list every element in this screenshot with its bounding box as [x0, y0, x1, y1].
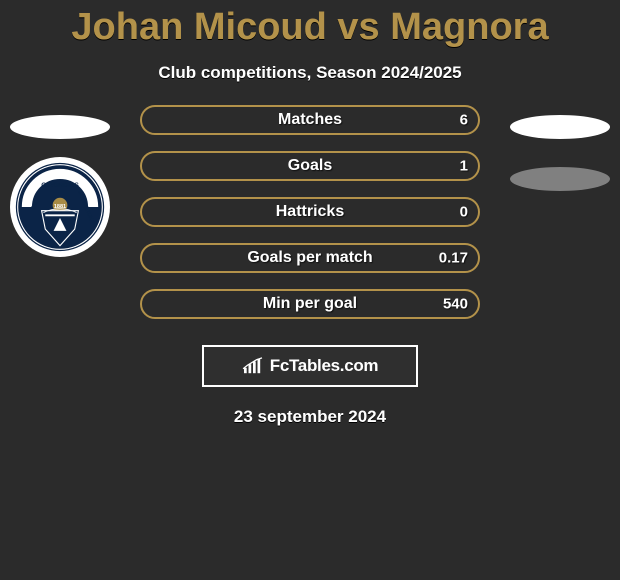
stat-bar-min-per-goal: Min per goal 540	[140, 289, 480, 319]
left-player-column: GIRONDINS DE BORDEAUX 1881	[0, 105, 120, 257]
stat-label: Goals per match	[247, 249, 372, 267]
bar-chart-icon	[242, 357, 264, 375]
stat-label: Min per goal	[263, 295, 357, 313]
stat-bar-goals: Goals 1	[140, 151, 480, 181]
brand-badge: FcTables.com	[202, 345, 418, 387]
right-player-column	[500, 105, 620, 191]
stat-bar-matches: Matches 6	[140, 105, 480, 135]
stat-value-right: 6	[460, 112, 468, 129]
page-title: Johan Micoud vs Magnora	[0, 0, 620, 49]
page-subtitle: Club competitions, Season 2024/2025	[0, 63, 620, 83]
svg-text:GIRONDINS: GIRONDINS	[41, 182, 79, 189]
stats-bars: Matches 6 Goals 1 Hattricks 0 Goals per …	[140, 105, 480, 319]
stat-label: Goals	[288, 157, 332, 175]
stat-label: Hattricks	[276, 203, 344, 221]
brand-text: FcTables.com	[270, 356, 379, 376]
stat-bar-hattricks: Hattricks 0	[140, 197, 480, 227]
club-logo-bordeaux: GIRONDINS DE BORDEAUX 1881	[10, 157, 110, 257]
stat-value-right: 1	[460, 158, 468, 175]
date-text: 23 september 2024	[0, 407, 620, 427]
stat-value-right: 540	[443, 296, 468, 313]
player-avatar-placeholder	[510, 115, 610, 139]
stat-value-right: 0	[460, 204, 468, 221]
stat-value-right: 0.17	[439, 250, 468, 267]
stat-bar-goals-per-match: Goals per match 0.17	[140, 243, 480, 273]
footer: FcTables.com 23 september 2024	[0, 345, 620, 427]
girondins-logo-icon: GIRONDINS DE BORDEAUX 1881	[14, 161, 106, 253]
stat-label: Matches	[278, 111, 342, 129]
player-avatar-placeholder	[10, 115, 110, 139]
club-logo-placeholder	[510, 167, 610, 191]
comparison-content: GIRONDINS DE BORDEAUX 1881 Matches 6 Goa…	[0, 105, 620, 319]
